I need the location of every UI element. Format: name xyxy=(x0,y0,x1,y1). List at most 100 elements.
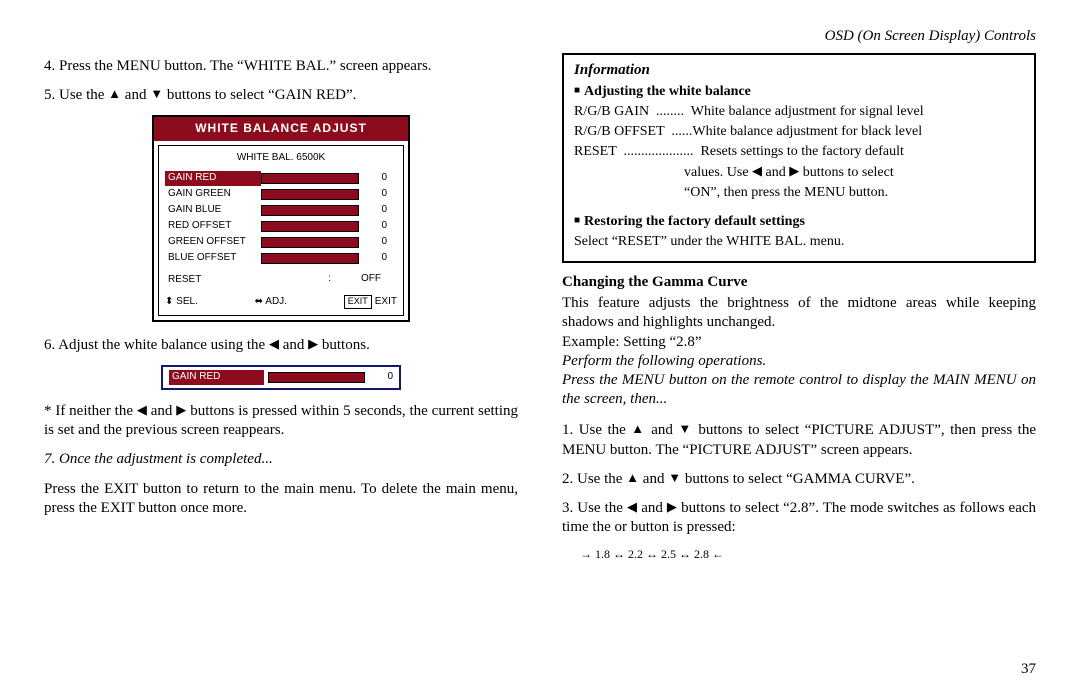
text: and xyxy=(646,422,679,438)
gamma-step-1: 1. Use the ▲ and ▼ buttons to select “PI… xyxy=(562,421,1036,459)
osd-val: 0 xyxy=(359,220,389,233)
left-column: 4. Press the MENU button. The “WHITE BAL… xyxy=(44,53,518,563)
info-line: Select “RESET” under the WHITE BAL. menu… xyxy=(574,233,1024,251)
text: 2. Use the xyxy=(562,471,626,487)
left-icon: ◀ xyxy=(627,499,637,514)
info-h2: ■ Restoring the factory default settings xyxy=(574,213,1024,231)
gamma-step-3: 3. Use the ◀ and ▶ buttons to select “2.… xyxy=(562,499,1036,537)
right-icon: ▶ xyxy=(667,499,677,514)
left-icon: ◀ xyxy=(752,163,762,178)
updown-icon: ⬍ xyxy=(165,296,173,307)
leftright-icon: ⬌ xyxy=(255,296,263,307)
info-h1: ■ Adjusting the white balance xyxy=(574,83,1024,101)
gamma-p3: Perform the following operations. xyxy=(562,352,1036,371)
mini-val: 0 xyxy=(365,371,393,384)
footer-exit: EXIT xyxy=(375,296,397,307)
left-icon: ◀ xyxy=(137,402,147,417)
step-6: 6. Adjust the white balance using the ◀ … xyxy=(44,336,518,355)
exit-box-icon: EXIT xyxy=(344,295,372,309)
osd-title: WHITE BALANCE ADJUST xyxy=(154,117,408,140)
down-icon: ▼ xyxy=(678,421,693,436)
osd-row-label[interactable]: GREEN OFFSET xyxy=(165,235,261,250)
osd-val: 0 xyxy=(359,236,389,249)
text: buttons. xyxy=(318,337,370,353)
text: and xyxy=(279,337,308,353)
page-header: OSD (On Screen Display) Controls xyxy=(44,28,1036,45)
square-icon: ■ xyxy=(574,215,580,226)
right-column: Information ■ Adjusting the white balance… xyxy=(562,53,1036,563)
up-icon: ▲ xyxy=(108,86,121,101)
gamma-p2: Example: Setting “2.8” xyxy=(562,333,1036,352)
osd-reset-sep: : xyxy=(261,273,331,288)
text: 6. Adjust the white balance using the xyxy=(44,337,269,353)
osd-panel: WHITE BALANCE ADJUST WHITE BAL. 6500K GA… xyxy=(152,115,410,322)
osd-val: 0 xyxy=(359,188,389,201)
osd-bar xyxy=(261,221,359,232)
down-icon: ▼ xyxy=(150,86,163,101)
gamma-step-2: 2. Use the ▲ and ▼ buttons to select “GA… xyxy=(562,470,1036,489)
mini-bar xyxy=(268,372,365,383)
left-icon: ◀ xyxy=(269,336,279,351)
right-icon: ▶ xyxy=(789,163,799,178)
osd-val: 0 xyxy=(359,252,389,265)
right-icon: ▶ xyxy=(308,336,318,351)
heading-gamma: Changing the Gamma Curve xyxy=(562,273,1036,292)
text: 1. Use the xyxy=(562,422,631,438)
text: and xyxy=(147,403,176,419)
osd-bar xyxy=(261,173,359,184)
text: values. Use xyxy=(684,165,752,180)
text: and xyxy=(762,165,789,180)
osd-bar xyxy=(261,253,359,264)
text: 3. Use the xyxy=(562,500,627,516)
text: buttons to select “GAMMA CURVE”. xyxy=(681,471,915,487)
footer-sel: SEL. xyxy=(176,296,198,307)
gamma-p4: Press the MENU button on the remote cont… xyxy=(562,371,1036,409)
osd-bar xyxy=(261,189,359,200)
osd-row-label[interactable]: BLUE OFFSET xyxy=(165,251,261,266)
page-number: 37 xyxy=(1021,661,1036,678)
up-icon: ▲ xyxy=(631,421,646,436)
osd-reset-val: OFF xyxy=(331,273,381,288)
osd-bar xyxy=(261,237,359,248)
info-mid: values. Use ◀ and ▶ buttons to select xyxy=(574,163,1024,182)
step-7-body: Press the EXIT button to return to the m… xyxy=(44,480,518,518)
osd-row-label[interactable]: GAIN RED xyxy=(165,171,261,186)
square-icon: ■ xyxy=(574,85,580,96)
osd-subtitle: WHITE BAL. 6500K xyxy=(165,152,397,165)
gamma-p1: This feature adjusts the brightness of t… xyxy=(562,294,1036,332)
text: 5. Use the xyxy=(44,87,108,103)
osd-footer: ⬍ SEL. ⬌ ADJ. EXITEXIT xyxy=(165,295,397,309)
step-6-note: * If neither the ◀ and ▶ buttons is pres… xyxy=(44,402,518,440)
step-5: 5. Use the ▲ and ▼ buttons to select “GA… xyxy=(44,86,518,105)
text: and xyxy=(639,471,668,487)
osd-row-label[interactable]: RED OFFSET xyxy=(165,219,261,234)
text: Restoring the factory default settings xyxy=(584,214,805,229)
footer-adj: ADJ. xyxy=(265,296,287,307)
step-4: 4. Press the MENU button. The “WHITE BAL… xyxy=(44,57,518,76)
text: and xyxy=(637,500,667,516)
text: Adjusting the white balance xyxy=(584,84,751,99)
osd-val: 0 xyxy=(359,204,389,217)
info-title: Information xyxy=(574,61,1024,81)
text: buttons to select “GAIN RED”. xyxy=(163,87,356,103)
down-icon: ▼ xyxy=(668,470,681,485)
text: and xyxy=(121,87,150,103)
osd-reset-label[interactable]: RESET xyxy=(165,273,261,288)
mini-label: GAIN RED xyxy=(169,370,264,385)
gamma-sequence: → 1.8 ↔ 2.2 ↔ 2.5 ↔ 2.8 ← xyxy=(580,547,1036,562)
osd-row-label[interactable]: GAIN BLUE xyxy=(165,203,261,218)
step-7-head: 7. Once the adjustment is completed... xyxy=(44,450,518,469)
info-line: R/G/B OFFSET ......White balance adjustm… xyxy=(574,123,1024,141)
text: buttons to select xyxy=(799,165,894,180)
osd-row-label[interactable]: GAIN GREEN xyxy=(165,187,261,202)
mini-osd: GAIN RED 0 xyxy=(161,365,401,390)
info-mid2: “ON”, then press the MENU button. xyxy=(574,184,1024,202)
up-icon: ▲ xyxy=(626,470,639,485)
info-box: Information ■ Adjusting the white balance… xyxy=(562,53,1036,263)
osd-bar xyxy=(261,205,359,216)
info-line: RESET .................... Resets settin… xyxy=(574,143,1024,161)
info-line: R/G/B GAIN ........ White balance adjust… xyxy=(574,103,1024,121)
text: * If neither the xyxy=(44,403,137,419)
osd-val: 0 xyxy=(359,172,389,185)
right-icon: ▶ xyxy=(176,402,186,417)
